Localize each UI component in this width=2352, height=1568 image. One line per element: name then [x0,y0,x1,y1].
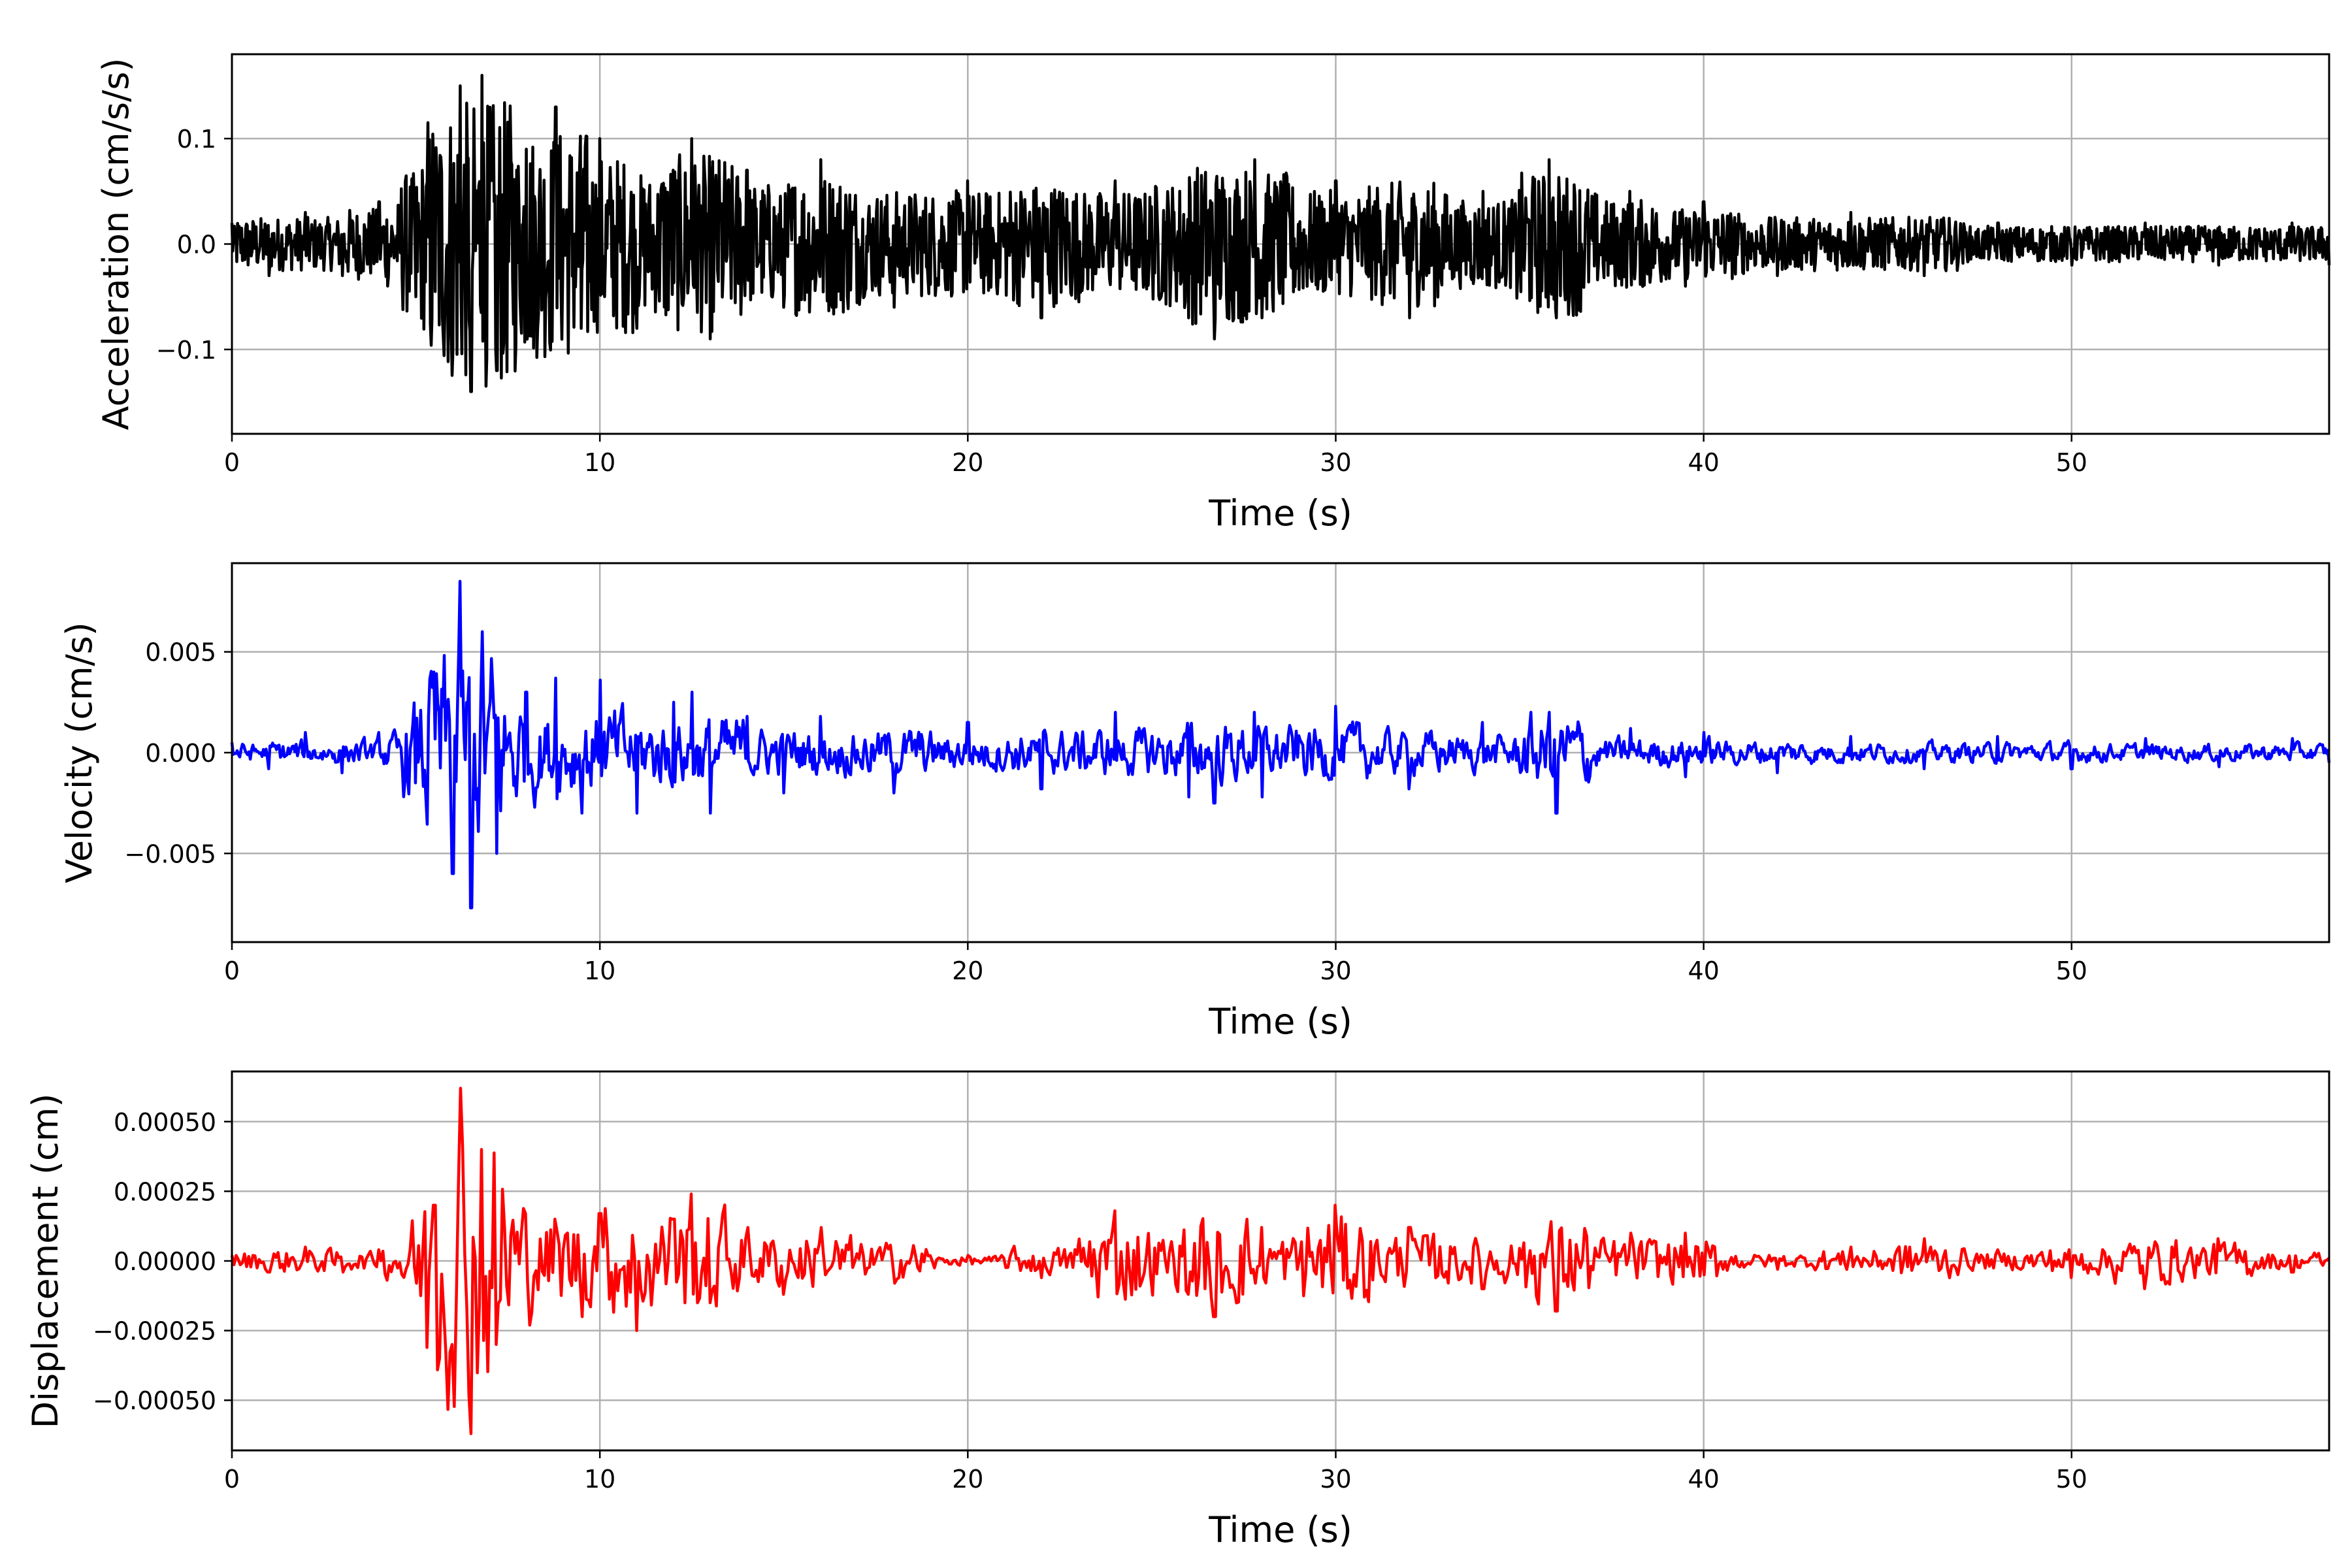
x-tick-label: 30 [1320,956,1351,985]
x-tick-label: 0 [224,956,240,985]
x-tick-label: 50 [2056,956,2087,985]
x-tick-label: 40 [1688,956,1719,985]
y-tick-label: 0.00050 [114,1108,216,1137]
y-tick-label: 0.005 [145,638,216,667]
y-tick-label: −0.005 [124,840,216,868]
displacement-trace [230,1086,2330,1435]
x-tick-label: 20 [952,1465,983,1494]
x-tick-label: 40 [1688,1465,1719,1494]
y-tick-label: 0.1 [177,125,216,154]
y-tick-label: 0.00025 [114,1177,216,1206]
y-tick-label: 0.0 [177,231,216,259]
y-tick-label: 0.000 [145,739,216,768]
acceleration-panel: 0 10 20 30 40 50 −0.1 0.0 0.1 Time (s) Acceleratio… [95,53,2331,534]
acceleration-x-axis-label: Time (s) [1208,493,1352,534]
x-tick-label: 10 [584,1465,615,1494]
velocity-x-axis-label: Time (s) [1208,1001,1352,1042]
x-tick-label: 20 [952,448,983,477]
x-tick-label: 0 [224,1465,240,1494]
displacement-y-axis-label: Displacement (cm) [25,1094,66,1429]
x-tick-label: 30 [1320,1465,1351,1494]
acceleration-trace [230,74,2331,393]
y-tick-label: −0.1 [156,336,216,365]
x-tick-label: 10 [584,956,615,985]
velocity-trace [230,580,2331,909]
displacement-panel: 0 10 20 30 40 50 −0.00050 −0.00025 0.00000 0.0002… [25,1070,2330,1550]
x-tick-label: 50 [2056,1465,2087,1494]
y-tick-label: −0.00025 [93,1317,216,1346]
displacement-x-axis-label: Time (s) [1208,1509,1352,1550]
x-tick-label: 50 [2056,448,2087,477]
velocity-y-axis-label: Velocity (cm/s) [59,622,100,883]
x-tick-label: 10 [584,448,615,477]
x-tick-label: 20 [952,956,983,985]
y-tick-label: 0.00000 [114,1247,216,1276]
velocity-panel: 0 10 20 30 40 50 −0.005 0.000 0.005 Time (s) Veloc… [59,562,2331,1042]
x-tick-label: 40 [1688,448,1719,477]
acceleration-y-axis-label: Acceleration (cm/s/s) [95,58,137,431]
y-tick-label: −0.00050 [93,1386,216,1415]
x-tick-label: 0 [224,448,240,477]
x-tick-label: 30 [1320,448,1351,477]
